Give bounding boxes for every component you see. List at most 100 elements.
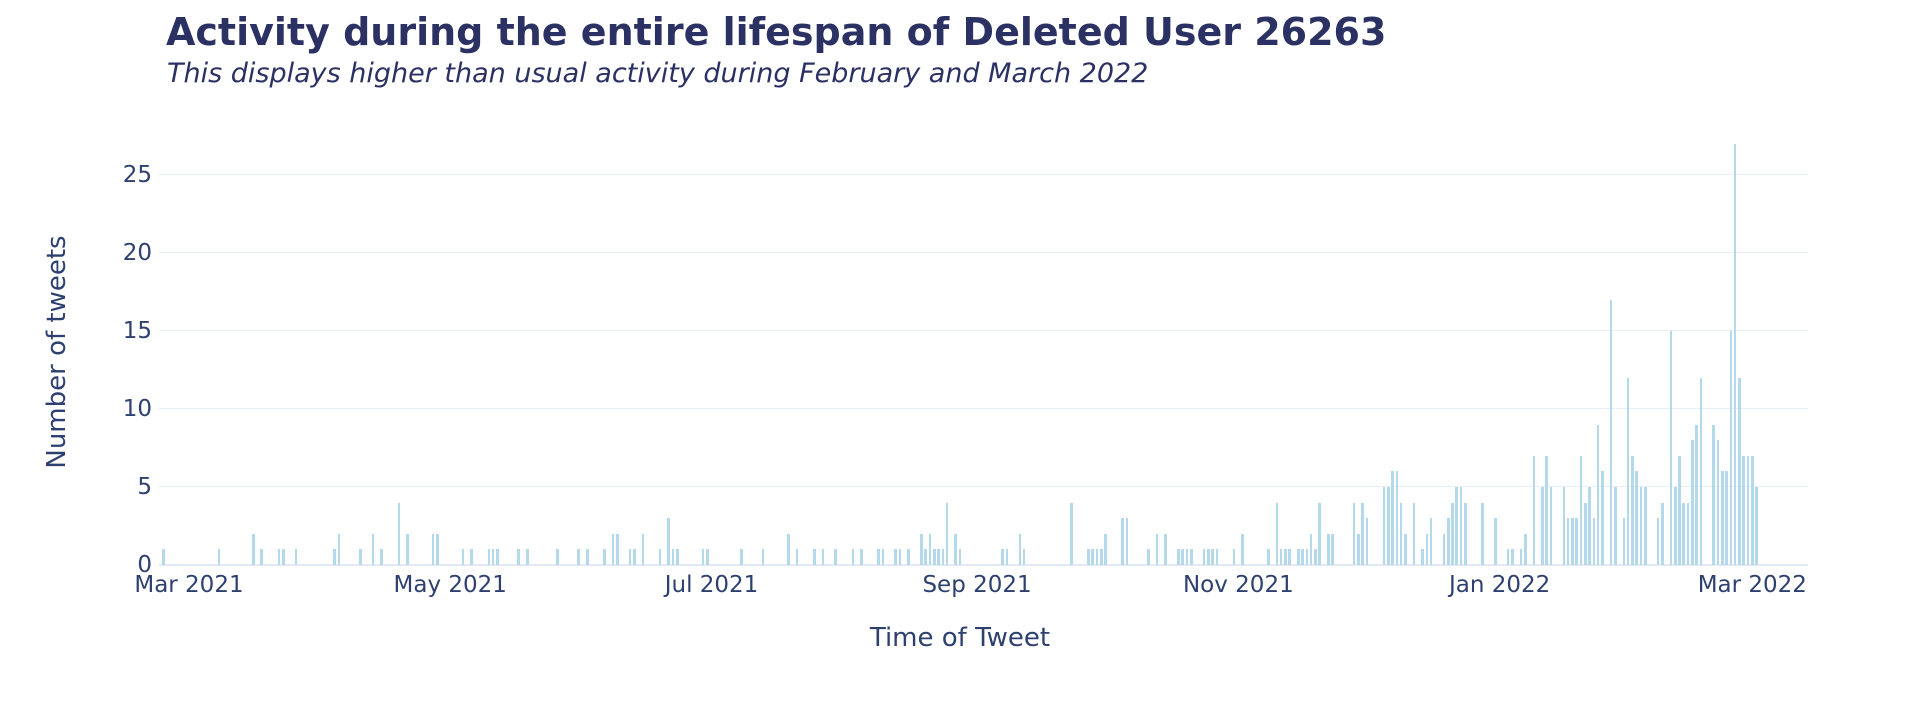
bar[interactable]	[1631, 455, 1634, 565]
bar[interactable]	[787, 533, 790, 565]
bar[interactable]	[1686, 502, 1690, 565]
bar[interactable]	[1455, 486, 1459, 565]
bar[interactable]	[436, 533, 439, 565]
bar[interactable]	[1412, 502, 1416, 565]
bar[interactable]	[1395, 471, 1399, 565]
bar[interactable]	[603, 549, 606, 565]
bar[interactable]	[337, 533, 341, 565]
bar[interactable]	[526, 549, 529, 565]
bar[interactable]	[217, 549, 221, 565]
bar[interactable]	[1511, 549, 1514, 565]
bar[interactable]	[359, 549, 362, 565]
bar[interactable]	[907, 549, 910, 565]
bar[interactable]	[1095, 549, 1099, 565]
bar[interactable]	[1211, 549, 1214, 565]
bar[interactable]	[1596, 424, 1600, 565]
bar[interactable]	[1125, 518, 1129, 565]
bar[interactable]	[1382, 486, 1386, 565]
bar[interactable]	[1738, 377, 1741, 565]
bar[interactable]	[1275, 502, 1279, 565]
bar[interactable]	[958, 549, 962, 565]
bar[interactable]	[487, 549, 491, 565]
bar[interactable]	[1155, 533, 1159, 565]
bar[interactable]	[1091, 549, 1094, 565]
bar[interactable]	[924, 549, 927, 565]
bar[interactable]	[470, 549, 473, 565]
bar[interactable]	[1232, 549, 1236, 565]
bar[interactable]	[667, 518, 670, 565]
bar[interactable]	[1318, 502, 1322, 565]
bar[interactable]	[1742, 455, 1746, 565]
bar[interactable]	[1215, 549, 1219, 565]
bar[interactable]	[658, 549, 662, 565]
bar[interactable]	[1022, 549, 1026, 565]
bar[interactable]	[586, 549, 589, 565]
bar[interactable]	[1305, 549, 1309, 565]
bar[interactable]	[1682, 502, 1686, 565]
bar[interactable]	[1451, 502, 1454, 565]
bar[interactable]	[813, 549, 816, 565]
bar[interactable]	[615, 533, 619, 565]
bar[interactable]	[1626, 377, 1630, 565]
bar[interactable]	[1755, 486, 1758, 565]
bar[interactable]	[1725, 471, 1728, 565]
bar[interactable]	[1464, 502, 1467, 565]
bar[interactable]	[877, 549, 880, 565]
bar[interactable]	[1673, 486, 1677, 565]
bar[interactable]	[1746, 455, 1750, 565]
bar[interactable]	[834, 549, 838, 565]
bar[interactable]	[1309, 533, 1313, 565]
bar[interactable]	[1549, 486, 1553, 565]
bar[interactable]	[937, 549, 940, 565]
bar[interactable]	[1297, 549, 1300, 565]
bar[interactable]	[371, 533, 375, 565]
bar[interactable]	[1562, 486, 1566, 565]
bar[interactable]	[1147, 549, 1150, 565]
bar[interactable]	[1177, 549, 1180, 565]
bar[interactable]	[1121, 518, 1124, 565]
bar[interactable]	[881, 549, 885, 565]
bar[interactable]	[860, 549, 863, 565]
bar[interactable]	[1721, 471, 1724, 565]
bar[interactable]	[1164, 533, 1167, 565]
bar[interactable]	[1729, 330, 1733, 565]
bar[interactable]	[1643, 486, 1647, 565]
bar[interactable]	[821, 549, 825, 565]
bar[interactable]	[1391, 471, 1394, 565]
bar[interactable]	[1005, 549, 1009, 565]
bar[interactable]	[1185, 549, 1189, 565]
bar[interactable]	[281, 549, 285, 565]
bar[interactable]	[1189, 549, 1193, 565]
bar[interactable]	[1733, 143, 1737, 565]
bar[interactable]	[1571, 518, 1574, 565]
bar[interactable]	[1421, 549, 1424, 565]
bar[interactable]	[1314, 549, 1317, 565]
bar[interactable]	[1386, 486, 1390, 565]
bar[interactable]	[1635, 471, 1638, 565]
bar[interactable]	[380, 549, 384, 565]
bar[interactable]	[1356, 533, 1360, 565]
bar[interactable]	[1506, 549, 1510, 565]
bar[interactable]	[1579, 455, 1583, 565]
bar[interactable]	[1583, 502, 1587, 565]
bar[interactable]	[1678, 455, 1681, 565]
bar[interactable]	[251, 533, 255, 565]
bar[interactable]	[461, 549, 465, 565]
bar[interactable]	[1267, 549, 1270, 565]
bar[interactable]	[260, 549, 264, 565]
bar[interactable]	[1241, 533, 1244, 565]
bar[interactable]	[577, 549, 581, 565]
bar[interactable]	[761, 549, 765, 565]
bar[interactable]	[1588, 486, 1591, 565]
bar[interactable]	[1695, 424, 1698, 565]
bar[interactable]	[294, 549, 298, 565]
bar[interactable]	[1519, 549, 1523, 565]
bar[interactable]	[795, 549, 799, 565]
bar[interactable]	[1352, 502, 1356, 565]
bar[interactable]	[1070, 502, 1073, 565]
bar[interactable]	[1609, 299, 1613, 565]
bar[interactable]	[1301, 549, 1304, 565]
bar[interactable]	[705, 549, 709, 565]
bar[interactable]	[675, 549, 679, 565]
bar[interactable]	[1691, 440, 1694, 565]
